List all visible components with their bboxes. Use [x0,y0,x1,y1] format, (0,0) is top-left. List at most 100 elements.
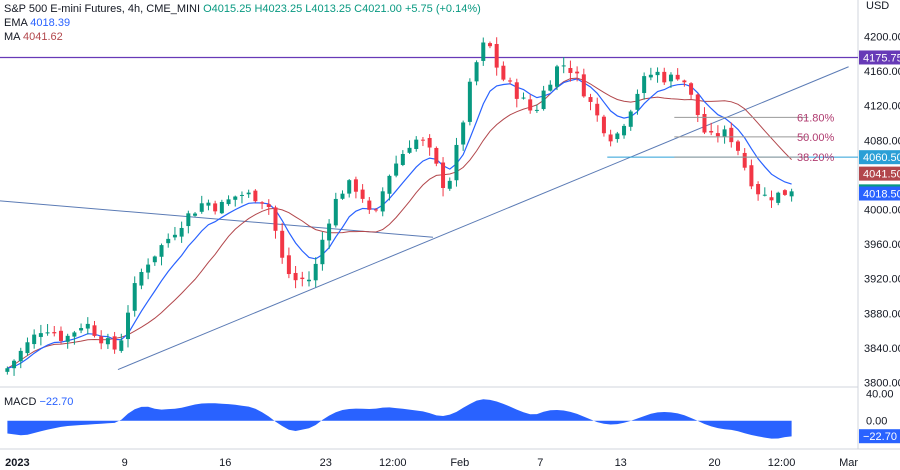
candle-up [474,62,479,82]
candle-down [575,71,580,74]
candle-down [601,116,606,134]
candle-up [789,191,794,197]
candle-up [481,42,486,61]
price-tick-label: 4000.00 [864,205,900,217]
candle-up [454,144,459,181]
time-tick-label: 20 [708,457,720,469]
candle-up [119,340,124,351]
candle-up [179,227,184,237]
fibonacci-levels: 61.80% 50.00% 38.20% [674,112,835,164]
candle-down [286,255,291,275]
ema-value: 4018.39 [30,17,71,29]
candle-down [92,325,97,336]
candle-down [514,82,519,99]
candle-up [722,129,727,137]
candle-up [193,213,198,216]
candle-up [615,133,620,140]
price-tag [859,150,900,165]
macd-tag-label: −22.70 [863,431,897,443]
candle-up [139,272,144,286]
time-tick-label: 12:00 [379,457,407,469]
candle-up [387,175,392,194]
grid [0,0,900,450]
candle-up [12,360,17,369]
candle-up [246,192,251,195]
candle-up [79,328,84,331]
time-tick-label: 16 [219,457,231,469]
candle-up [172,234,177,238]
candle-up [132,283,137,311]
candle-down [729,127,734,143]
candle-up [655,71,660,76]
candle-up [313,263,318,281]
candle-up [340,193,345,199]
candle-up [561,65,566,67]
macd-histogram [7,399,792,439]
fib-label: 61.80% [797,112,835,124]
candle-down [273,207,278,231]
candle-up [521,97,526,99]
candle-down [58,330,63,341]
macd-tick-label: 0.00 [866,416,887,428]
time-tick-label: 7 [537,457,543,469]
candle-down [360,189,365,199]
candle-up [226,199,231,205]
macd-label[interactable]: MACD [4,396,37,408]
time-tick-label: 13 [615,457,627,469]
candle-down [528,99,533,111]
candle-up [642,76,647,94]
price-tick-label: 3920.00 [864,274,900,286]
candle-down [749,165,754,187]
currency-label: USD [866,0,889,12]
candle-down [374,209,379,211]
candle-down [266,204,271,208]
candle-down [487,43,492,47]
candle-down [501,65,506,80]
candle-up [622,125,627,136]
time-tick-label: Mar [839,457,858,469]
candle-down [588,97,593,102]
candle-down [112,336,117,350]
candle-down [260,202,265,204]
candle-down [568,68,573,73]
candle-down [213,203,218,212]
candle-up [347,180,352,194]
candle-down [581,74,586,97]
candle-up [776,192,781,203]
candle-up [146,264,151,273]
macd-pane [7,399,792,439]
price-axis: USD4200.004160.004120.004080.004040.0040… [859,0,900,444]
candle-down [782,190,787,195]
ma-line [7,77,792,369]
candle-up [65,335,70,342]
candle-up [186,213,191,227]
candle-up [233,196,238,200]
candle-up [126,312,131,340]
candle-up [159,245,164,257]
ema-label[interactable]: EMA [4,17,28,29]
candle-up [447,180,452,189]
candle-up [394,163,399,176]
candle-down [756,183,761,195]
ascending-trendline [117,66,849,371]
macd-legend: MACD −22.70 [4,396,73,408]
candle-up [38,333,43,337]
price-tag [859,50,900,65]
candle-down [769,197,774,201]
candle-up [25,342,30,354]
candle-up [5,368,10,372]
candle-down [99,336,104,344]
candle-down [742,152,747,168]
ma-label[interactable]: MA [4,31,20,43]
price-tick-label: 4200.00 [864,31,900,43]
candle-up [635,93,640,110]
symbol-title[interactable]: S&P 500 E-mini Futures, 4h, CME_MINI [4,3,201,15]
candle-up [85,323,90,329]
candle-up [461,122,466,145]
price-tick-label: 3840.00 [864,343,900,355]
candle-up [72,332,77,337]
candle-up [152,256,157,263]
price-tag-label: 4060.50 [863,152,900,164]
candle-down [427,137,432,148]
